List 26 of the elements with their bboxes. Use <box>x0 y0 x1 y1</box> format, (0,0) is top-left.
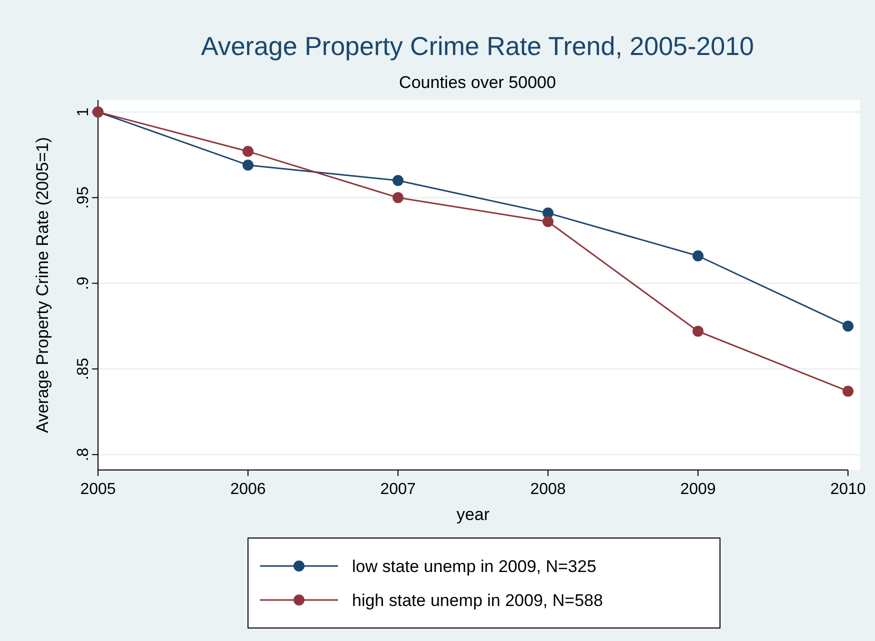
point <box>692 250 704 262</box>
point <box>842 386 854 397</box>
x-tick-label: 2007 <box>380 481 416 498</box>
y-axis-title: Average Property Crime Rate (2005=1) <box>33 137 52 433</box>
point <box>242 146 254 157</box>
x-tick-label: 2006 <box>230 481 266 498</box>
point <box>542 216 554 228</box>
x-axis-title: year <box>456 505 490 524</box>
x-tick-label: 2008 <box>530 481 566 498</box>
y-tick-label: .85 <box>75 358 92 380</box>
x-tick-label: 2009 <box>680 481 716 498</box>
y-tick-label: .8 <box>75 448 92 462</box>
point <box>392 175 404 186</box>
y-tick-label: 1 <box>75 107 92 116</box>
point <box>392 192 404 204</box>
point <box>842 320 854 332</box>
point <box>692 326 704 337</box>
x-tick-label: 2005 <box>80 481 116 498</box>
y-tick-label: .9 <box>75 276 92 290</box>
legend-label: low state unemp in 2009, N=325 <box>352 557 596 576</box>
chart-title: Average Property Crime Rate Trend, 2005-2010 <box>200 31 754 61</box>
point <box>242 160 254 171</box>
chart-subtitle: Counties over 50000 <box>399 73 556 92</box>
legend-label: high state unemp in 2009, N=588 <box>352 591 603 610</box>
x-tick-label: 2010 <box>830 481 866 498</box>
y-tick-label: .95 <box>75 186 92 209</box>
